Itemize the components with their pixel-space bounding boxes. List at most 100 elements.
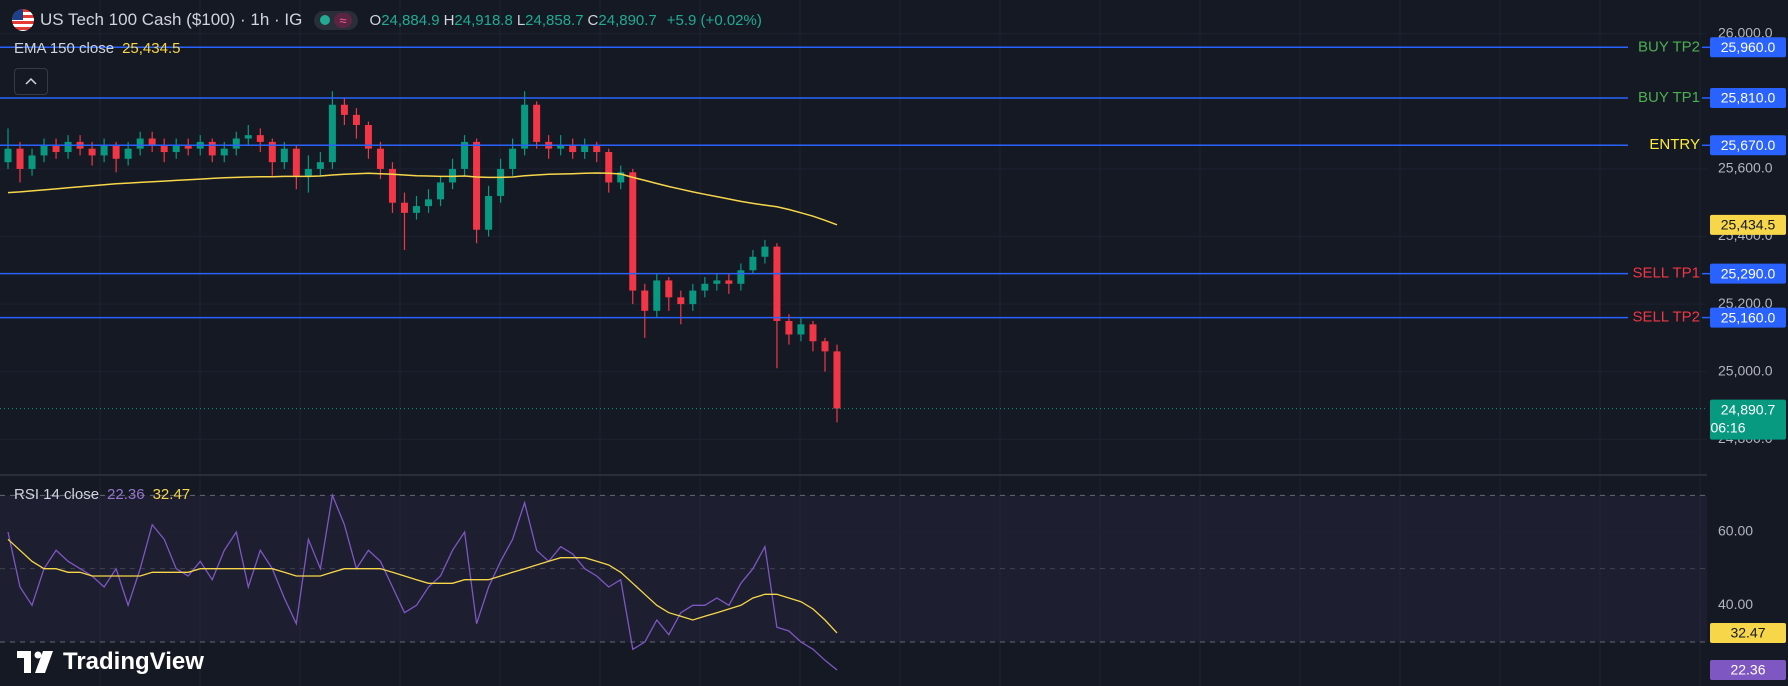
rsi-legend[interactable]: RSI 14 close 22.36 32.47 [14,486,190,503]
ema-name: EMA 150 close [14,40,115,57]
level-name: SELL TP2 [1632,309,1700,326]
candle-body [112,145,120,159]
candle-body [292,148,300,176]
ema-tag-bg [1710,214,1786,235]
level-tag: 25,960.0 [1721,39,1776,55]
candle-body [4,148,12,163]
y-tick-label: 26,000.0 [1718,24,1773,40]
candle-body [352,114,360,126]
logo: TradingView [17,648,204,676]
level-tag-bg [1710,263,1786,284]
candle-body [521,104,529,149]
y-tick-label: 25,200.0 [1718,295,1773,311]
level-tag-bg [1710,37,1786,58]
candle-body [797,324,805,335]
flag-icon [12,9,34,31]
candle-body [677,297,685,305]
symbol-header: US Tech 100 Cash ($100) · 1h · IG ≈ O24,… [12,7,766,33]
candle-body [821,341,829,352]
candle-body [316,162,324,169]
rsi-band [0,495,1707,642]
last-price-label: 24,890.7 [1721,401,1776,417]
level-tag-bg [1710,307,1786,328]
level-tag: 25,810.0 [1721,90,1776,106]
last-price-tag-bg [1710,399,1786,440]
candle-body [100,145,108,156]
ohlc-value: 24,858.7 [525,12,584,29]
candle-body [749,256,757,271]
market-status [320,15,331,25]
ohlc-key: C [587,12,599,29]
candle-body [809,324,817,342]
rsi-tag-bg [1710,622,1786,643]
rsi-tag: 22.36 [1730,662,1765,678]
rsi-tag-bg [1710,660,1786,681]
ema-value: 25,434.5 [122,40,181,57]
candle-body [557,145,565,149]
candle-body [689,290,697,305]
candle-body [593,145,601,153]
wave-icon: ≈ [334,12,352,28]
level-name: BUY TP2 [1638,38,1700,55]
ohlc-value: 24,884.9 [381,12,440,29]
level-name: ENTRY [1649,136,1700,153]
countdown: 06:16 [1710,419,1745,435]
level-name: BUY TP1 [1638,89,1700,106]
candle-body [665,280,673,298]
collapse-button[interactable] [14,68,48,95]
rsi-name: RSI 14 close [14,486,100,503]
candle-body [617,172,625,183]
candle-body [388,168,396,203]
candle-body [52,145,60,153]
candle-body [160,145,168,153]
level-name: SELL TP1 [1632,265,1700,282]
rsi-value: 22.36 [107,486,145,503]
ohlc: O24,884.9 H24,918.8 L24,858.7 C24,890.7 [370,10,661,30]
candle-body [773,246,781,321]
candle-body [40,145,48,156]
candle-body [713,280,721,284]
candle-body [400,202,408,213]
change: +5.9 (+0.02%) [666,11,762,29]
ema-legend[interactable]: EMA 150 close 25,434.5 [14,40,180,57]
candle-body [64,141,72,153]
rsi-tag: 32.47 [1730,625,1765,641]
level-tag: 25,160.0 [1721,309,1776,325]
rsi-ma-value: 32.47 [152,486,191,503]
candle-body [220,148,228,156]
candle-body [88,148,96,156]
status-pill[interactable]: ≈ [314,10,358,30]
ohlc-key: L [516,12,526,29]
candle-body [184,145,192,149]
candle-body [761,246,769,257]
ema-tag: 25,434.5 [1721,217,1776,233]
ema-line [7,172,838,226]
candle-body [232,138,240,149]
candle-body [437,182,445,200]
symbol-title[interactable]: US Tech 100 Cash ($100) · 1h · IG [40,10,303,29]
candle-body [268,141,276,163]
chevron [25,77,37,85]
candle-body [28,155,36,169]
candle-body [208,141,216,156]
candle-body [569,145,577,153]
y-tick-label: 25,600.0 [1718,160,1773,176]
candle-body [605,152,613,183]
level-tag-bg [1710,87,1786,108]
candle-body [701,283,709,291]
logo-mark [17,651,53,673]
candle-body [425,199,433,207]
candle-body [244,135,252,139]
rsi-line [7,492,838,671]
ohlc-value: 24,918.8 [454,12,513,29]
candle-body [16,148,24,169]
candle-body [376,148,384,169]
rsi-line [7,538,838,634]
candle-body [629,172,637,291]
candle-body [136,138,144,149]
candle-body [412,206,420,213]
candle-body [737,270,745,284]
